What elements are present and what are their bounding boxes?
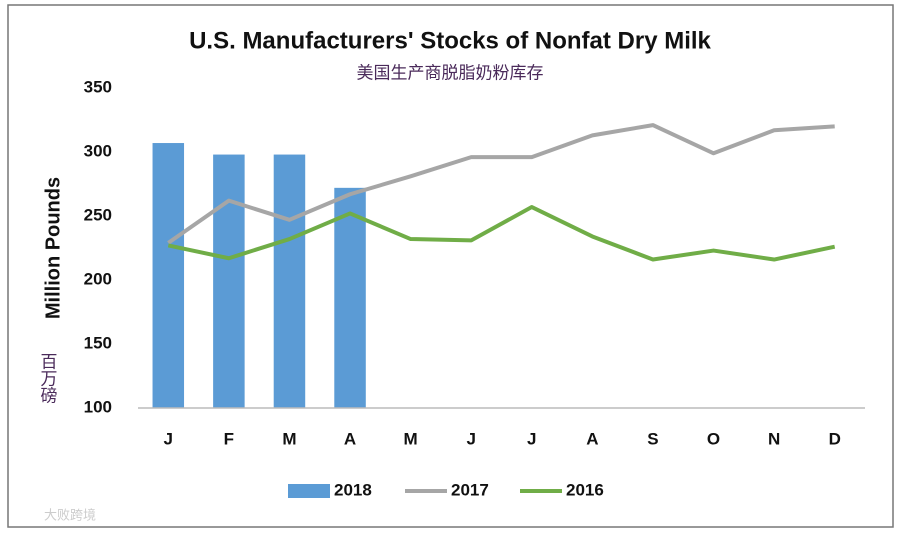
x-tick-label: J	[164, 429, 173, 448]
x-tick-label: M	[404, 429, 418, 448]
y-tick-label: 300	[84, 141, 112, 160]
bar	[273, 154, 306, 408]
x-tick-label: J	[527, 429, 536, 448]
chart-subtitle: 美国生产商脱脂奶粉库存	[357, 63, 544, 82]
bar	[334, 187, 366, 408]
line	[167, 205, 836, 262]
y-tick-label: 100	[84, 397, 112, 416]
legend-label: 2016	[566, 480, 604, 499]
legend-swatch	[288, 484, 330, 498]
chart-title: U.S. Manufacturers' Stocks of Nonfat Dry…	[189, 27, 711, 54]
x-tick-label: D	[829, 429, 841, 448]
y-tick-label: 200	[84, 269, 112, 288]
x-tick-label: A	[586, 429, 598, 448]
legend-label: 2017	[451, 480, 489, 499]
y-axis-label: Million Pounds	[42, 177, 64, 319]
legend-label: 2018	[334, 480, 372, 499]
frame	[7, 4, 894, 528]
y-tick-label: 250	[84, 205, 112, 224]
y-tick-label: 150	[84, 333, 112, 352]
x-tick-label: S	[647, 429, 658, 448]
x-tick-label: F	[224, 429, 234, 448]
x-tick-label: M	[282, 429, 296, 448]
x-tick-label: A	[344, 429, 356, 448]
watermark: 大败跨境	[44, 507, 96, 522]
line	[167, 123, 835, 245]
bar	[213, 154, 245, 408]
y-axis-label-cn: 百万磅	[38, 353, 58, 405]
x-tick-label: J	[466, 429, 475, 448]
x-tick-label: O	[707, 429, 720, 448]
bar	[152, 143, 185, 409]
x-tick-label: N	[768, 429, 780, 448]
y-tick-label: 350	[84, 77, 112, 96]
